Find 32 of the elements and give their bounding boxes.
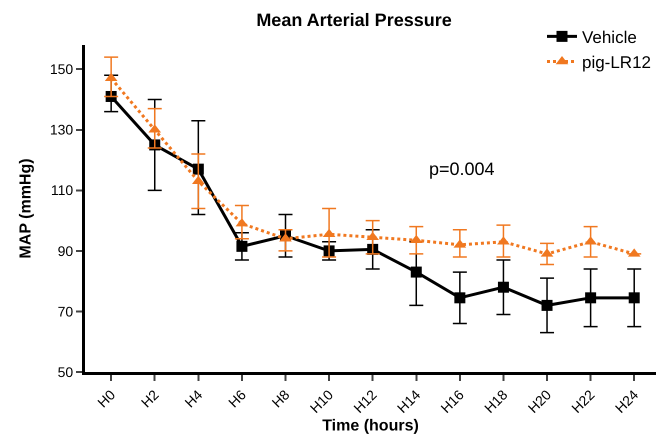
x-tick-label: H12	[350, 386, 380, 416]
y-tick-label: 110	[50, 182, 74, 198]
x-tick-label: H6	[225, 386, 250, 411]
point	[498, 282, 509, 293]
x-tick-label: H2	[138, 386, 162, 411]
x-tick-label: H8	[268, 386, 293, 411]
x-tick-label: H10	[306, 386, 336, 416]
x-tick-label: H14	[394, 386, 424, 416]
y-tick-label: 90	[58, 242, 74, 259]
point	[454, 292, 466, 304]
y-tick-label: 150	[50, 61, 74, 78]
annotation: p=0.004	[429, 159, 495, 179]
legend-label: Vehicle	[582, 28, 637, 48]
y-axis-title: MAP (mmHg)	[18, 158, 35, 259]
x-tick-label: H18	[481, 386, 511, 416]
point	[542, 300, 553, 311]
point	[410, 266, 422, 278]
chart-title: Mean Arterial Pressure	[256, 10, 452, 30]
x-tick-label: H4	[181, 386, 206, 411]
y-tick-label: 70	[58, 303, 74, 320]
y-tick-label: 130	[50, 122, 74, 138]
x-tick-label: H20	[524, 386, 554, 416]
x-tick-label: H0	[94, 386, 118, 411]
x-tick-label: H24	[612, 386, 642, 416]
point	[585, 292, 596, 304]
point	[628, 292, 640, 304]
x-tick-label: H16	[437, 386, 468, 416]
x-tick-label: H22	[568, 386, 598, 416]
x-axis-title: Time (hours)	[322, 418, 419, 435]
point	[236, 240, 248, 252]
legend-label: pig-LR12	[582, 53, 651, 72]
y-tick-label: 50	[58, 364, 74, 380]
